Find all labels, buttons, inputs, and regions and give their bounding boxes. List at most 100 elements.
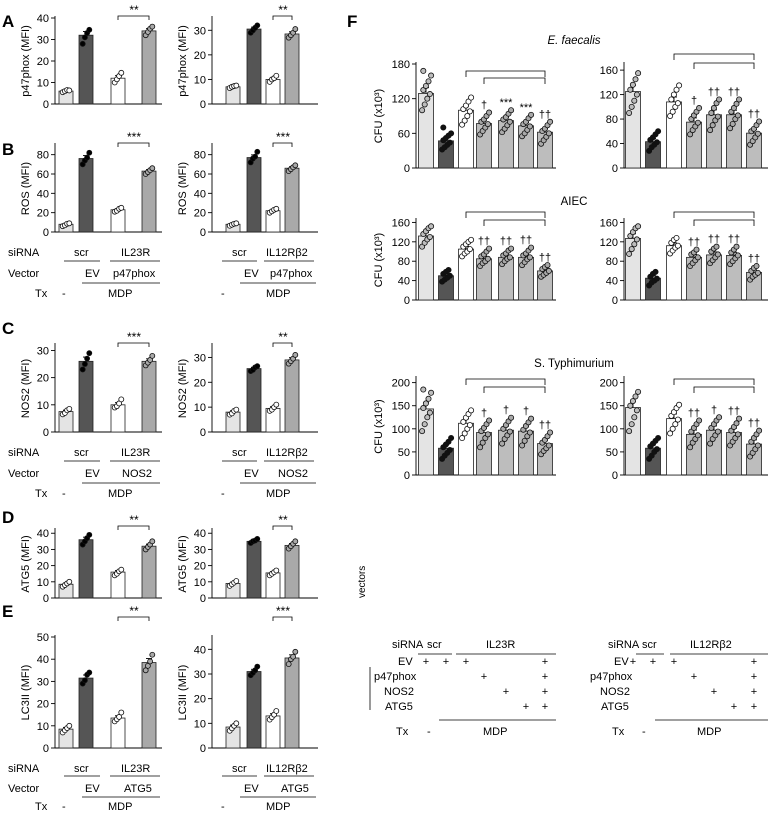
plus-mark: + <box>751 686 757 698</box>
data-point <box>86 669 93 676</box>
y-tick-label: 40 <box>37 654 49 666</box>
sirna-scr-e: scr <box>74 763 89 775</box>
data-point <box>486 417 493 424</box>
plus-mark: + <box>650 656 656 668</box>
f-tx-mdp: MDP <box>483 726 507 738</box>
data-point <box>754 442 761 449</box>
y-tick-label: 120 <box>392 237 410 249</box>
significance-mark: †† <box>539 420 551 432</box>
data-point <box>116 714 122 720</box>
data-point <box>547 118 554 125</box>
vector-atg5-e2: ATG5 <box>281 783 309 795</box>
tx-minus: - <box>62 288 66 300</box>
label-sirna: siRNA <box>8 247 40 259</box>
data-point <box>66 87 73 94</box>
y-tick-label: 80 <box>194 150 206 162</box>
chart-d2: 0 10 20 30 40 ATG5 (MFI) ** <box>177 513 318 605</box>
plus-mark: + <box>691 671 697 683</box>
vector-p47phox: p47phox <box>113 268 156 280</box>
data-point <box>86 531 93 538</box>
comparison-bracket <box>465 70 546 77</box>
sirna-il23r: IL23R <box>121 247 150 259</box>
data-point <box>667 113 674 120</box>
significance-label: *** <box>127 130 141 144</box>
significance-mark: †† <box>688 237 700 249</box>
y-tick-label: 100 <box>392 424 410 436</box>
significance-label: ** <box>129 3 139 17</box>
data-point <box>736 415 743 422</box>
f-vectors-label: vectors <box>357 566 368 598</box>
data-point <box>734 252 741 259</box>
chart-e2: 0 10 20 30 40 LC3II (MFI) *** <box>177 604 318 755</box>
data-point <box>84 154 90 161</box>
comparison-bracket <box>693 62 755 69</box>
data-point <box>526 429 533 436</box>
data-point <box>147 658 154 665</box>
plus-mark: + <box>523 701 529 713</box>
data-point <box>233 220 240 227</box>
y-tick-label: 40 <box>398 276 410 288</box>
y-axis-title: CFU (x10³) <box>373 399 385 453</box>
tx-minus-c: - <box>62 488 66 500</box>
significance-bracket <box>272 342 293 347</box>
data-point <box>506 254 513 261</box>
y-tick-label: 20 <box>37 56 49 68</box>
data-point <box>446 272 453 279</box>
data-point <box>461 430 468 437</box>
condition-table-e: siRNA Vector Tx scr IL23R EV ATG5 - MDP … <box>8 763 316 813</box>
data-point <box>687 131 694 138</box>
data-point <box>149 352 156 359</box>
data-point <box>468 94 475 101</box>
f-sirna-il12rb2: IL12Rβ2 <box>690 639 732 651</box>
bar <box>78 158 94 233</box>
data-point <box>292 26 299 32</box>
data-point <box>670 409 677 416</box>
data-point <box>285 661 292 668</box>
y-tick-label: 0 <box>200 227 206 239</box>
data-point <box>84 355 90 362</box>
significance-mark: †† <box>539 109 551 121</box>
data-point <box>292 538 299 545</box>
tx-minus-e2: - <box>221 801 225 813</box>
chart-c1: 0 10 20 30 NOS2 (MFI) *** <box>20 330 162 439</box>
y-axis-title: p47phox (MFI) <box>177 25 189 97</box>
f-label-sirna-2: siRNA <box>608 639 640 651</box>
comparison-bracket <box>465 211 546 218</box>
data-point <box>521 437 528 444</box>
y-tick-label: 40 <box>194 528 206 540</box>
y-tick-label: 120 <box>600 237 618 249</box>
vector-ev-c2: EV <box>244 468 259 480</box>
data-point <box>694 254 701 261</box>
y-tick-label: 50 <box>398 447 410 459</box>
y-axis-title: CFU (x10³) <box>373 233 385 287</box>
chart-b2: 0 20 40 60 80 ROS (MFI) *** <box>177 130 318 239</box>
data-point <box>506 428 513 435</box>
data-point <box>655 435 662 442</box>
y-tick-label: 20 <box>37 373 49 385</box>
data-point <box>528 244 535 251</box>
data-point <box>676 401 683 408</box>
label-tx-c: Tx <box>35 488 48 500</box>
tx-mdp-2: MDP <box>266 288 290 300</box>
y-tick-label: 100 <box>600 424 618 436</box>
data-point <box>499 440 506 447</box>
f-row-ev: EV <box>398 656 413 668</box>
data-point <box>526 123 533 130</box>
y-axis-title: ROS (MFI) <box>20 162 32 215</box>
data-point <box>420 386 427 393</box>
f-row-nos2: NOS2 <box>384 686 414 698</box>
y-tick-label: 10 <box>37 400 49 412</box>
y-tick-label: 0 <box>200 99 206 111</box>
y-tick-label: 160 <box>392 217 410 229</box>
significance-mark: † <box>523 406 529 418</box>
data-point <box>631 414 638 421</box>
y-tick-label: 0 <box>612 295 618 307</box>
data-point <box>118 204 125 211</box>
data-point <box>652 268 659 275</box>
data-point <box>655 128 662 135</box>
significance-bracket <box>117 525 150 530</box>
chart-a2: 0 10 20 30 p47phox (MFI) ** <box>177 3 318 111</box>
bar <box>284 167 300 233</box>
data-point <box>734 431 741 438</box>
significance-mark: † <box>691 95 697 107</box>
